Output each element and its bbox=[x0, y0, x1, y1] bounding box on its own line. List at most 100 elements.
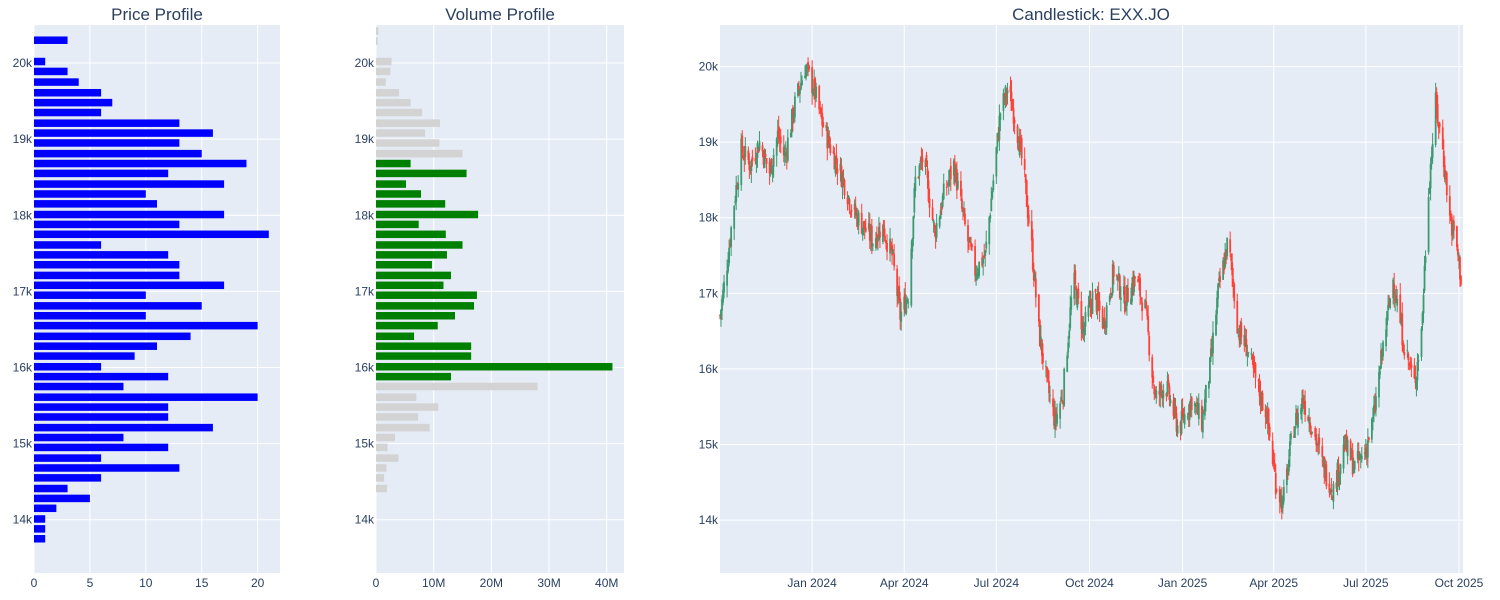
candle-up bbox=[889, 227, 891, 262]
candle-down bbox=[778, 127, 781, 153]
candle-body bbox=[1148, 335, 1151, 356]
candle-up bbox=[1336, 459, 1339, 496]
candle-up bbox=[1332, 481, 1335, 510]
candle-up bbox=[942, 173, 945, 201]
candle-body bbox=[977, 272, 980, 277]
candle-body bbox=[1024, 174, 1027, 183]
volume-bar-value-area bbox=[376, 302, 475, 310]
candle-body bbox=[1451, 222, 1454, 234]
candle-up bbox=[1300, 403, 1302, 420]
candle-down bbox=[934, 225, 937, 249]
candle-body bbox=[748, 161, 751, 171]
candle-down bbox=[955, 161, 958, 200]
candle-down bbox=[1147, 305, 1150, 336]
candle-up bbox=[1018, 128, 1021, 158]
candle-up bbox=[1209, 356, 1211, 384]
candle-body bbox=[1109, 292, 1112, 295]
candle-body bbox=[1122, 286, 1125, 296]
candle-down bbox=[1098, 291, 1101, 322]
candle-up bbox=[1162, 383, 1165, 409]
candle-body bbox=[794, 96, 796, 118]
candle-up bbox=[1380, 343, 1382, 370]
candle-body bbox=[749, 165, 752, 171]
candle-body bbox=[1372, 416, 1374, 419]
candle-body bbox=[769, 162, 772, 173]
candle-body bbox=[1429, 163, 1432, 189]
candle-body bbox=[805, 68, 807, 78]
candle-down bbox=[1296, 408, 1298, 425]
candle-up bbox=[794, 92, 796, 123]
candle-down bbox=[1402, 340, 1405, 354]
candle-body bbox=[750, 160, 753, 172]
candle-down bbox=[1238, 325, 1241, 348]
candle-body bbox=[1080, 301, 1083, 330]
candle-body bbox=[1406, 350, 1409, 352]
volume-bar-value-area bbox=[376, 210, 479, 219]
candle-body bbox=[1330, 489, 1333, 493]
candle-body bbox=[1317, 440, 1320, 446]
candle-up bbox=[948, 168, 951, 187]
candle-down bbox=[1459, 255, 1461, 288]
candle-down bbox=[1286, 464, 1289, 480]
candle-body bbox=[1160, 385, 1163, 391]
candle-body bbox=[1063, 368, 1066, 406]
candle-down bbox=[981, 252, 984, 268]
price-profile-bar bbox=[34, 494, 90, 503]
candle-up bbox=[763, 148, 766, 169]
candle-up bbox=[1378, 365, 1380, 408]
candle-up bbox=[1125, 300, 1127, 312]
candle-up bbox=[988, 216, 991, 255]
candle-down bbox=[1055, 407, 1057, 431]
candle-body bbox=[1293, 436, 1295, 438]
volume-bar-value-area bbox=[376, 342, 472, 350]
candle-up bbox=[1417, 354, 1420, 372]
candle-body bbox=[1316, 444, 1319, 446]
candle-body bbox=[1179, 421, 1182, 434]
candle-up bbox=[996, 132, 999, 154]
candle-down bbox=[1231, 253, 1234, 288]
candle-body bbox=[729, 243, 732, 246]
candle-body bbox=[1049, 395, 1051, 396]
candle-body bbox=[1216, 297, 1218, 315]
candle-body bbox=[896, 268, 899, 297]
candle-body bbox=[1225, 249, 1228, 259]
candle-down bbox=[1268, 423, 1271, 441]
candle-body bbox=[1210, 348, 1212, 358]
price-profile-bar bbox=[34, 88, 102, 97]
candle-body bbox=[1147, 316, 1150, 332]
volume-bar bbox=[376, 413, 419, 421]
candle-body bbox=[910, 248, 913, 306]
candle-body bbox=[904, 293, 907, 313]
candle-down bbox=[1134, 276, 1136, 287]
candle-body bbox=[945, 187, 948, 188]
volume-bar-value-area bbox=[376, 200, 446, 208]
candle-body bbox=[785, 153, 788, 158]
candle-down bbox=[1024, 173, 1027, 195]
candle-up bbox=[1131, 277, 1133, 306]
candle-body bbox=[727, 263, 729, 272]
candle-up bbox=[1246, 344, 1249, 367]
candle-body bbox=[804, 75, 806, 79]
candle-down bbox=[1437, 121, 1440, 140]
candle-up bbox=[1322, 455, 1325, 468]
candle-body bbox=[1222, 260, 1224, 280]
candle-up bbox=[1173, 397, 1176, 419]
candle-body bbox=[1450, 217, 1453, 236]
candle-body bbox=[862, 221, 865, 230]
candle-body bbox=[1069, 307, 1072, 328]
candle-body bbox=[960, 180, 962, 196]
candle-body bbox=[1359, 455, 1362, 459]
candle-up bbox=[874, 231, 877, 251]
candle-body bbox=[1325, 464, 1328, 486]
y-tick-label: 15k bbox=[699, 438, 719, 452]
candle-down bbox=[946, 182, 949, 187]
candle-body bbox=[1266, 411, 1269, 423]
candle-body bbox=[1260, 392, 1263, 407]
candle-body bbox=[1062, 402, 1065, 404]
candle-up bbox=[977, 268, 980, 280]
candle-down bbox=[1315, 428, 1318, 452]
candle-body bbox=[956, 180, 959, 189]
candle-body bbox=[1067, 342, 1070, 353]
price-profile-bar bbox=[34, 413, 169, 421]
candle-body bbox=[740, 138, 743, 185]
